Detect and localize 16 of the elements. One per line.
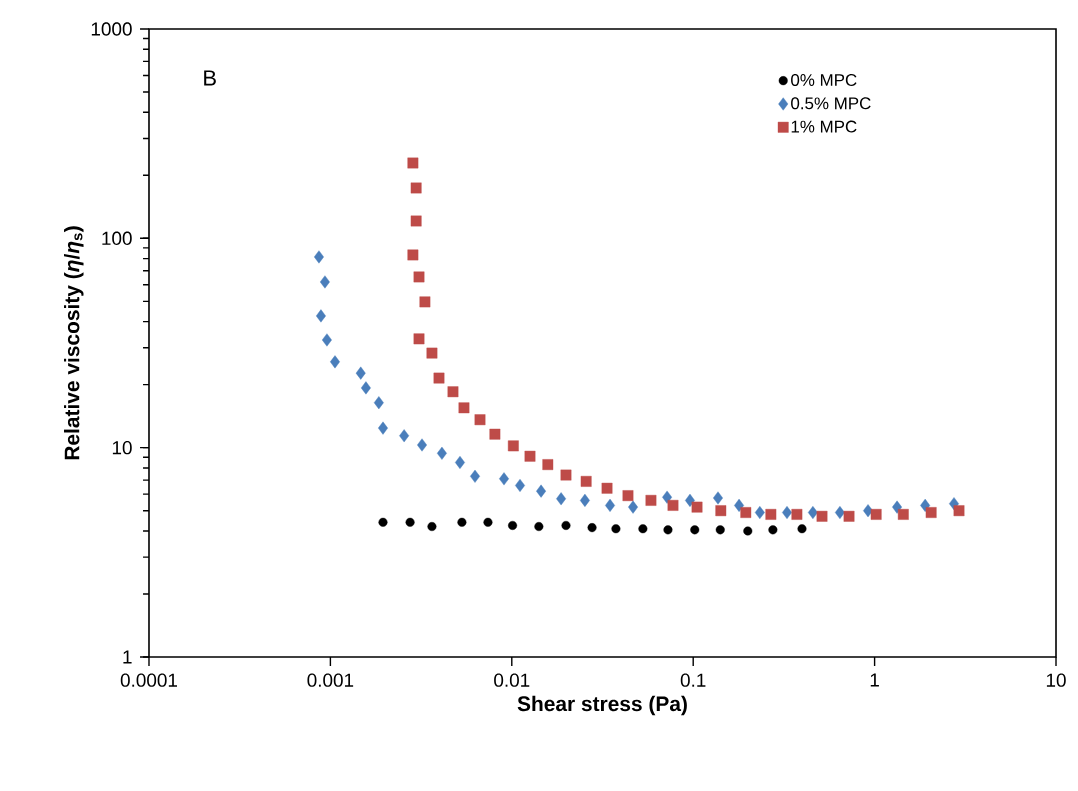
legend-label: 0.5% MPC: [791, 97, 871, 110]
x-tick-label: 0.0001: [120, 673, 177, 687]
y-tick-label: 1: [123, 650, 132, 664]
y-tick-label: 1000: [91, 22, 132, 36]
x-tick-label: 10: [1046, 673, 1066, 687]
legend-label: 1% MPC: [791, 120, 857, 133]
x-tick-label: 0.001: [307, 673, 354, 687]
y-tick-label: 100: [102, 231, 132, 246]
x-tick-label: 1: [870, 673, 879, 687]
legend-label: 0% MPC: [791, 73, 857, 86]
x-tick-label: 0.1: [680, 673, 706, 687]
y-tick-label: 10: [112, 440, 132, 455]
annotation: B: [204, 70, 216, 86]
x-axis-title: Shear stress (Pa): [517, 695, 687, 716]
x-tick-label: 0.01: [494, 673, 530, 687]
y-axis-title: Relative viscosity (η/η$_{s}$): [64, 226, 84, 460]
